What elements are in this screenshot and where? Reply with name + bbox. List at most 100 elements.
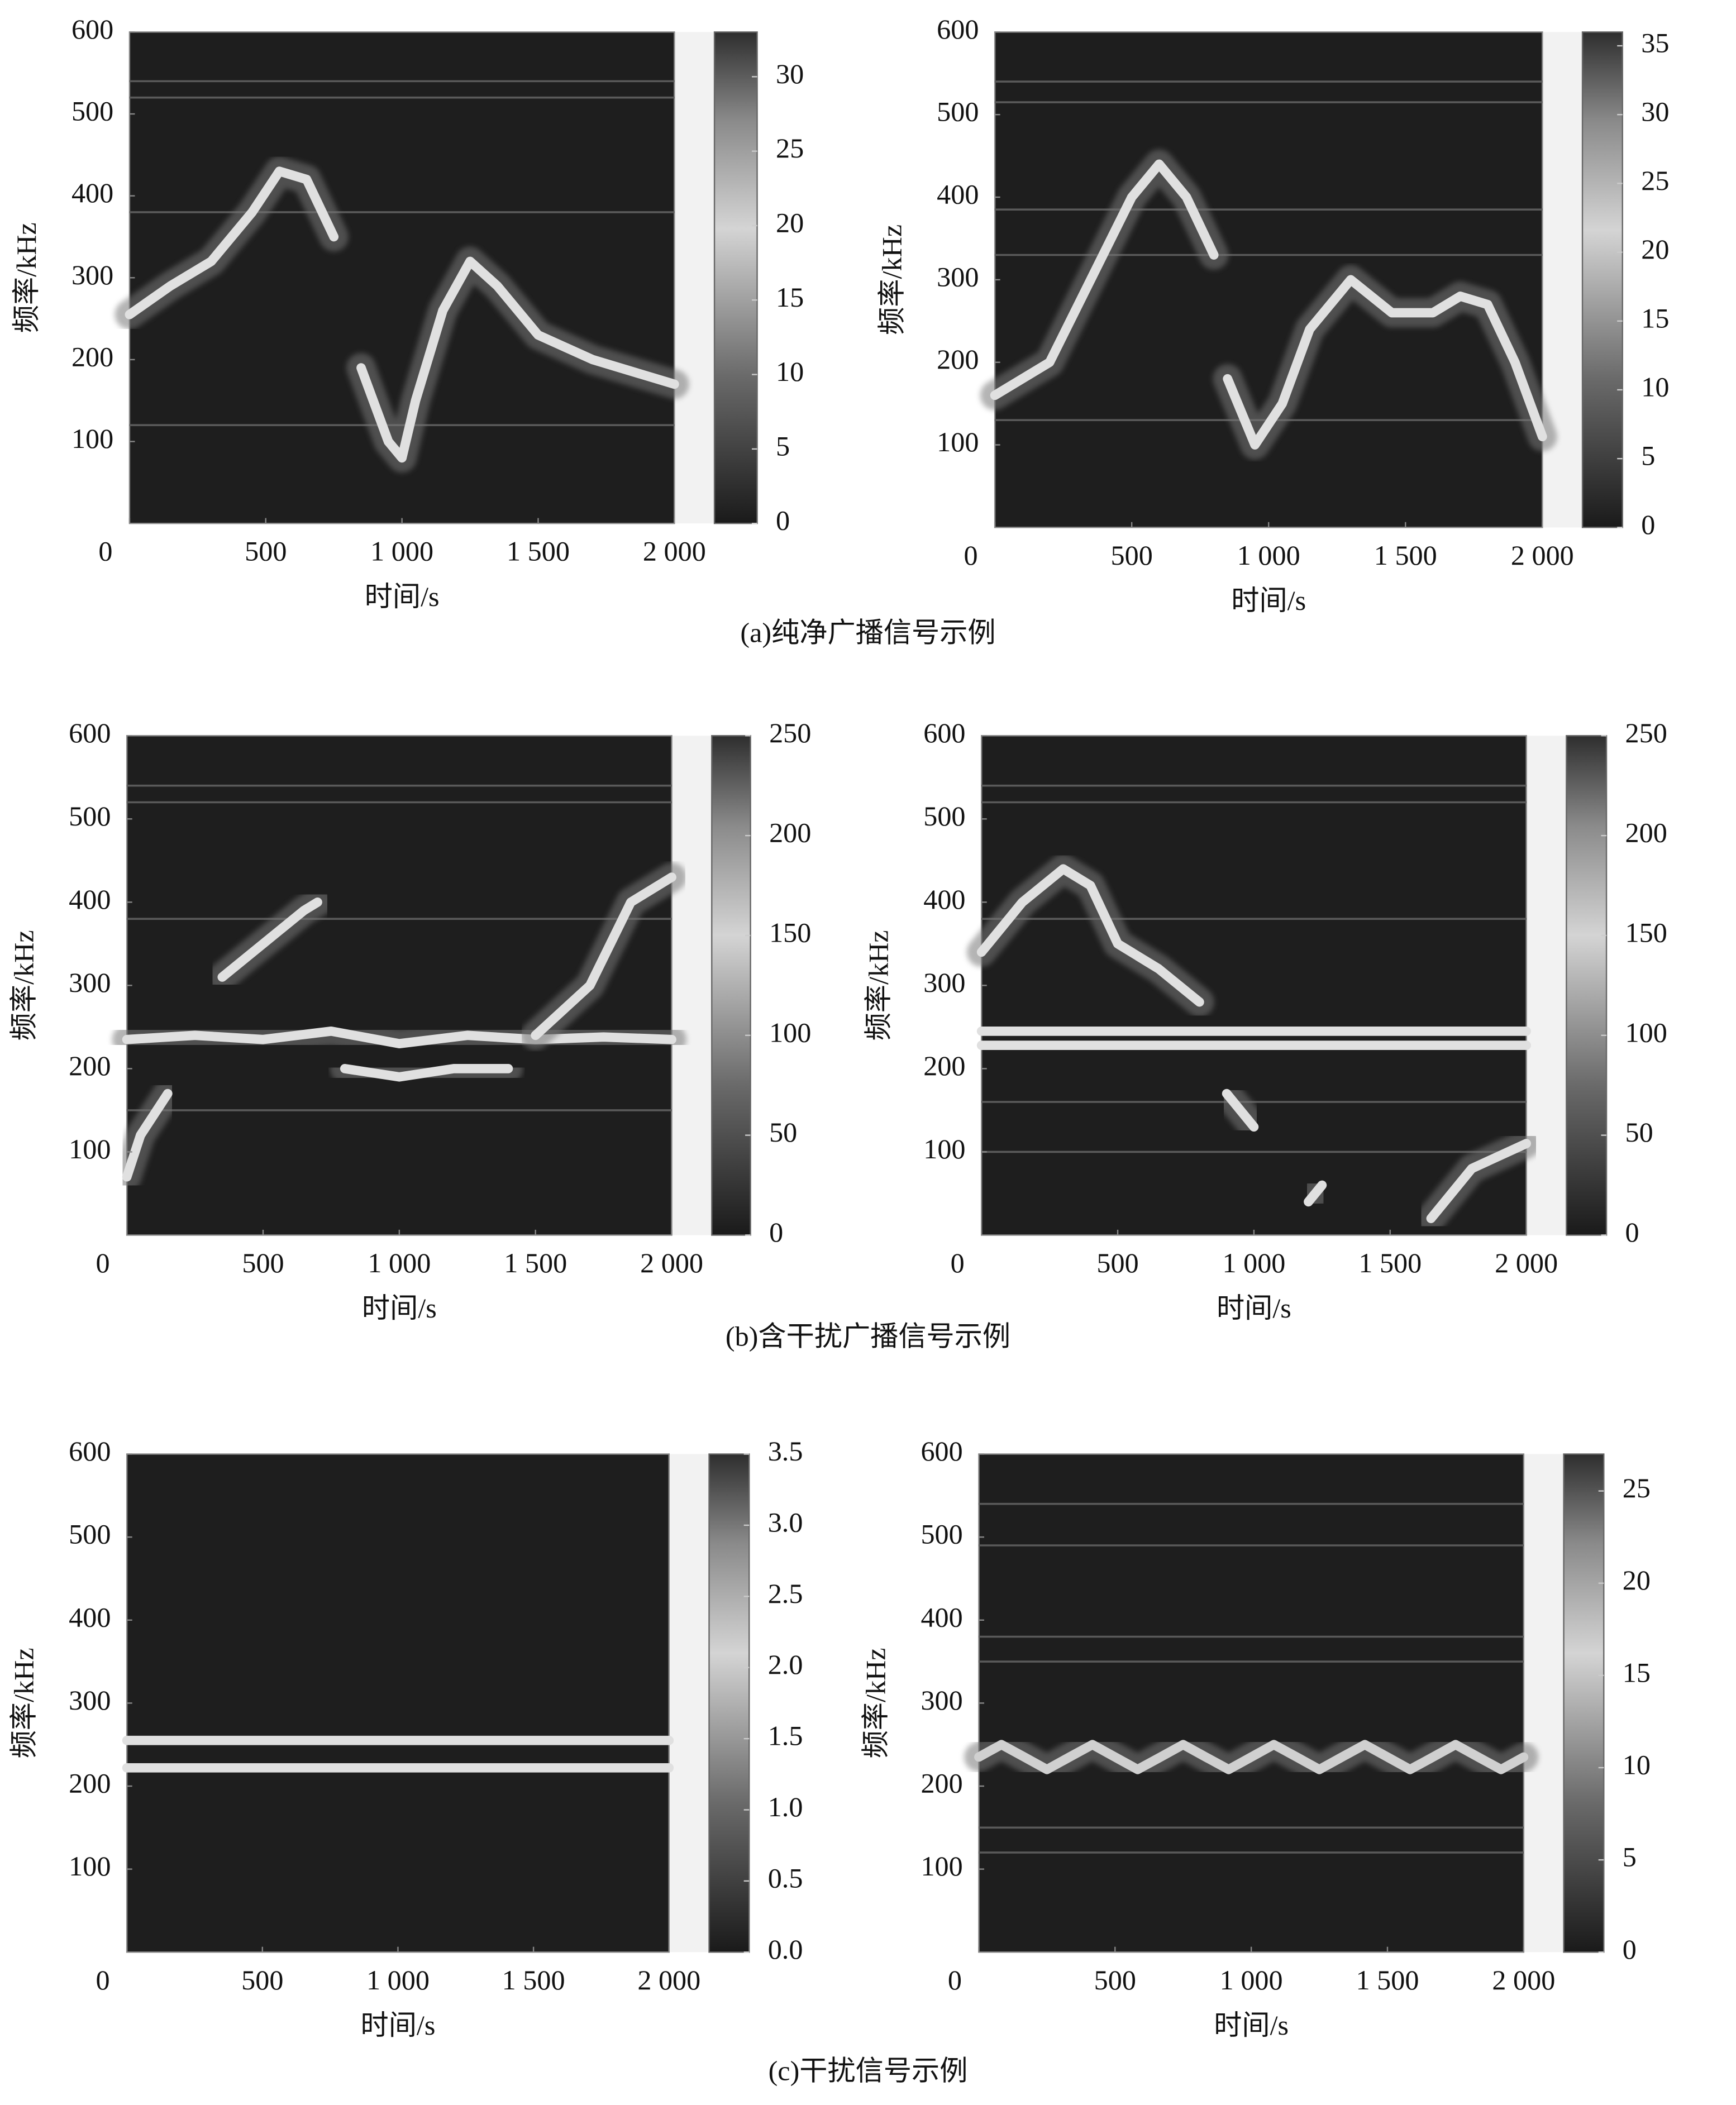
y-tick-label: 300 bbox=[937, 261, 979, 292]
x-tick-label: 2 000 bbox=[643, 536, 706, 567]
y-tick-label: 500 bbox=[923, 800, 965, 832]
colorbar bbox=[713, 31, 758, 524]
colorbar-tick-label: 150 bbox=[1625, 917, 1667, 948]
colorbar-tick-label: 15 bbox=[776, 281, 804, 313]
x-tick-label: 1 500 bbox=[507, 536, 570, 567]
y-tick-label: 300 bbox=[923, 967, 965, 998]
colorbar-tick-label: 3.0 bbox=[768, 1506, 803, 1538]
y-tick-label: 500 bbox=[69, 1519, 111, 1550]
x-axis-label: 时间/s bbox=[365, 581, 440, 612]
x-axis-label: 时间/s bbox=[361, 2009, 436, 2041]
colorbar-tick-label: 25 bbox=[1623, 1472, 1651, 1503]
y-tick-label: 100 bbox=[921, 1850, 962, 1882]
colorbar-tick-label: 15 bbox=[1641, 302, 1669, 333]
colorbar-tick-label: 5 bbox=[1623, 1841, 1637, 1873]
x-tick-label: 0 bbox=[96, 1964, 110, 1996]
x-tick-label: 500 bbox=[1111, 540, 1153, 571]
x-tick-label: 0 bbox=[951, 1247, 965, 1278]
y-tick-label: 400 bbox=[69, 1601, 111, 1633]
colorbar-tick-label: 2.5 bbox=[768, 1578, 803, 1609]
y-tick-label: 400 bbox=[921, 1601, 962, 1633]
x-tick-label: 2 000 bbox=[1492, 1964, 1555, 1996]
colorbar-tick-label: 0 bbox=[1623, 1934, 1637, 1965]
x-tick-label: 500 bbox=[245, 536, 287, 567]
x-tick-label: 500 bbox=[1094, 1964, 1136, 1996]
ridge bbox=[976, 864, 1204, 1007]
y-axis-label: 频率/kHz bbox=[876, 225, 907, 335]
y-tick-label: 100 bbox=[923, 1133, 965, 1164]
plot-area bbox=[981, 735, 1527, 1236]
colorbar-tick-label: 0 bbox=[1625, 1216, 1639, 1248]
y-tick-label: 300 bbox=[69, 1684, 111, 1716]
y-tick-label: 200 bbox=[69, 1768, 111, 1799]
y-tick-label: 200 bbox=[923, 1050, 965, 1081]
colorbar-tick-label: 100 bbox=[769, 1016, 811, 1048]
colorbar-tick-label: 20 bbox=[1623, 1564, 1651, 1596]
y-tick-label: 200 bbox=[921, 1768, 962, 1799]
y-axis-label: 频率/kHz bbox=[11, 222, 42, 333]
ridge bbox=[122, 1026, 676, 1049]
y-tick-label: 300 bbox=[71, 259, 113, 290]
y-axis-label: 频率/kHz bbox=[8, 930, 39, 1040]
y-tick-label: 500 bbox=[71, 96, 113, 127]
ridge bbox=[340, 1064, 513, 1082]
x-tick-label: 1 000 bbox=[370, 536, 433, 567]
plot-area bbox=[978, 1453, 1525, 1953]
y-tick-label: 400 bbox=[69, 884, 111, 915]
colorbar bbox=[711, 735, 751, 1236]
gap-strip bbox=[671, 736, 712, 1235]
gap-strip bbox=[1523, 1454, 1564, 1953]
x-tick-label: 1 000 bbox=[366, 1964, 430, 1996]
y-tick-label: 600 bbox=[69, 717, 111, 748]
y-tick-label: 300 bbox=[921, 1684, 962, 1716]
colorbar-tick-label: 5 bbox=[1641, 440, 1655, 471]
ridge bbox=[356, 256, 679, 463]
ridge bbox=[531, 872, 676, 1040]
colorbar-tick-label: 1.0 bbox=[768, 1791, 803, 1822]
y-tick-label: 100 bbox=[71, 423, 113, 454]
ridge bbox=[122, 1089, 173, 1182]
x-tick-label: 0 bbox=[98, 536, 112, 567]
x-tick-label: 2 000 bbox=[637, 1964, 700, 1996]
gap-strip bbox=[669, 1454, 709, 1953]
caption: (c)干扰信号示例 bbox=[769, 2055, 968, 2086]
y-tick-label: 200 bbox=[71, 341, 113, 372]
colorbar-tick-label: 200 bbox=[769, 817, 811, 848]
y-tick-label: 400 bbox=[71, 177, 113, 208]
y-tick-label: 200 bbox=[69, 1050, 111, 1081]
colorbar-tick-label: 0 bbox=[776, 505, 790, 536]
y-tick-label: 600 bbox=[937, 13, 979, 45]
colorbar-tick-label: 25 bbox=[1641, 165, 1669, 196]
x-tick-label: 2 000 bbox=[1495, 1247, 1558, 1278]
colorbar-tick-label: 15 bbox=[1623, 1657, 1651, 1688]
caption: (a)纯净广播信号示例 bbox=[740, 617, 995, 648]
y-tick-label: 100 bbox=[69, 1850, 111, 1882]
y-tick-label: 500 bbox=[69, 800, 111, 832]
ridge bbox=[1304, 1180, 1327, 1207]
colorbar-tick-label: 0 bbox=[769, 1216, 783, 1248]
colorbar-tick-label: 50 bbox=[1625, 1116, 1653, 1148]
colorbar-tick-label: 1.5 bbox=[768, 1720, 803, 1751]
ridge bbox=[1222, 1089, 1259, 1132]
x-tick-label: 500 bbox=[241, 1964, 283, 1996]
y-tick-label: 500 bbox=[921, 1519, 962, 1550]
x-tick-label: 1 500 bbox=[1356, 1964, 1419, 1996]
y-tick-label: 100 bbox=[937, 426, 979, 457]
colorbar-tick-label: 0.5 bbox=[768, 1862, 803, 1893]
ridge bbox=[974, 1740, 1529, 1774]
colorbar-tick-label: 200 bbox=[1625, 817, 1667, 848]
ridge bbox=[125, 166, 339, 319]
y-tick-label: 600 bbox=[923, 717, 965, 748]
colorbar-tick-label: 250 bbox=[769, 717, 811, 748]
x-tick-label: 1 500 bbox=[1374, 540, 1437, 571]
y-axis-label: 频率/kHz bbox=[862, 930, 894, 1040]
gap-strip bbox=[674, 32, 715, 524]
gap-strip bbox=[1526, 736, 1567, 1235]
colorbar-tick-label: 0 bbox=[1641, 509, 1655, 540]
y-axis-label: 频率/kHz bbox=[8, 1648, 39, 1758]
x-axis-label: 时间/s bbox=[1217, 1292, 1291, 1324]
colorbar-tick-label: 100 bbox=[1625, 1016, 1667, 1048]
colorbar-tick-label: 20 bbox=[776, 207, 804, 238]
